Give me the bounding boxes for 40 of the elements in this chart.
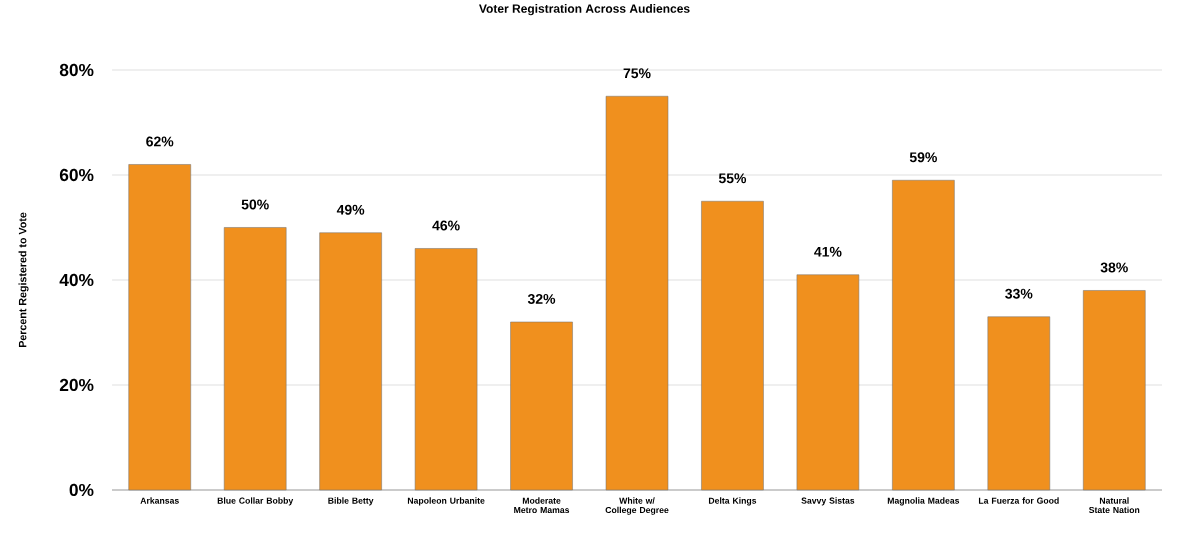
data-label: 33%	[1005, 288, 1033, 299]
x-tick-label: Magnolia Madeas	[887, 497, 960, 506]
data-label: 41%	[814, 246, 842, 257]
data-label: 46%	[432, 220, 460, 231]
y-axis-title: Percent Registered to Vote	[18, 212, 29, 348]
x-tick-label: Bible Betty	[328, 497, 374, 506]
data-label: 75%	[623, 68, 651, 79]
data-label: 38%	[1100, 262, 1128, 273]
data-label: 50%	[241, 199, 269, 210]
data-label: 32%	[527, 294, 556, 304]
y-tick-label: 80%	[59, 63, 94, 77]
y-tick-label: 40%	[59, 273, 94, 287]
bar	[319, 232, 382, 491]
y-tick-label: 0%	[69, 483, 94, 497]
bar	[223, 227, 287, 491]
data-label: 62%	[146, 136, 174, 147]
y-tick-label: 60%	[59, 168, 94, 182]
x-tick-label: Napoleon Urbanite	[407, 497, 485, 506]
bar	[892, 179, 955, 491]
x-tick-label: La Fuerza for Good	[978, 497, 1059, 504]
y-tick-label: 20%	[59, 378, 94, 392]
data-label: 49%	[336, 204, 365, 215]
bar	[796, 274, 860, 491]
bar	[987, 316, 1051, 491]
data-label: 55%	[718, 173, 747, 184]
data-label: 59%	[909, 152, 937, 163]
x-tick-label: Arkansas	[140, 497, 179, 504]
bar	[1083, 290, 1146, 491]
x-tick-label: Savvy Sistas	[801, 497, 855, 506]
x-tick-label: Blue Collar Bobby	[217, 497, 294, 506]
bar	[414, 248, 478, 491]
bar	[701, 200, 764, 491]
x-tick-label: Moderate Metro Mamas	[514, 497, 570, 514]
x-tick-label: Delta Kings	[708, 497, 757, 506]
chart-title: Voter Registration Across Audiences	[479, 4, 690, 16]
bar	[605, 95, 669, 491]
bar	[128, 164, 191, 491]
bar	[510, 321, 573, 491]
x-tick-label: Natural State Nation	[1089, 497, 1140, 514]
x-tick-label: White w/ College Degree	[605, 497, 669, 515]
